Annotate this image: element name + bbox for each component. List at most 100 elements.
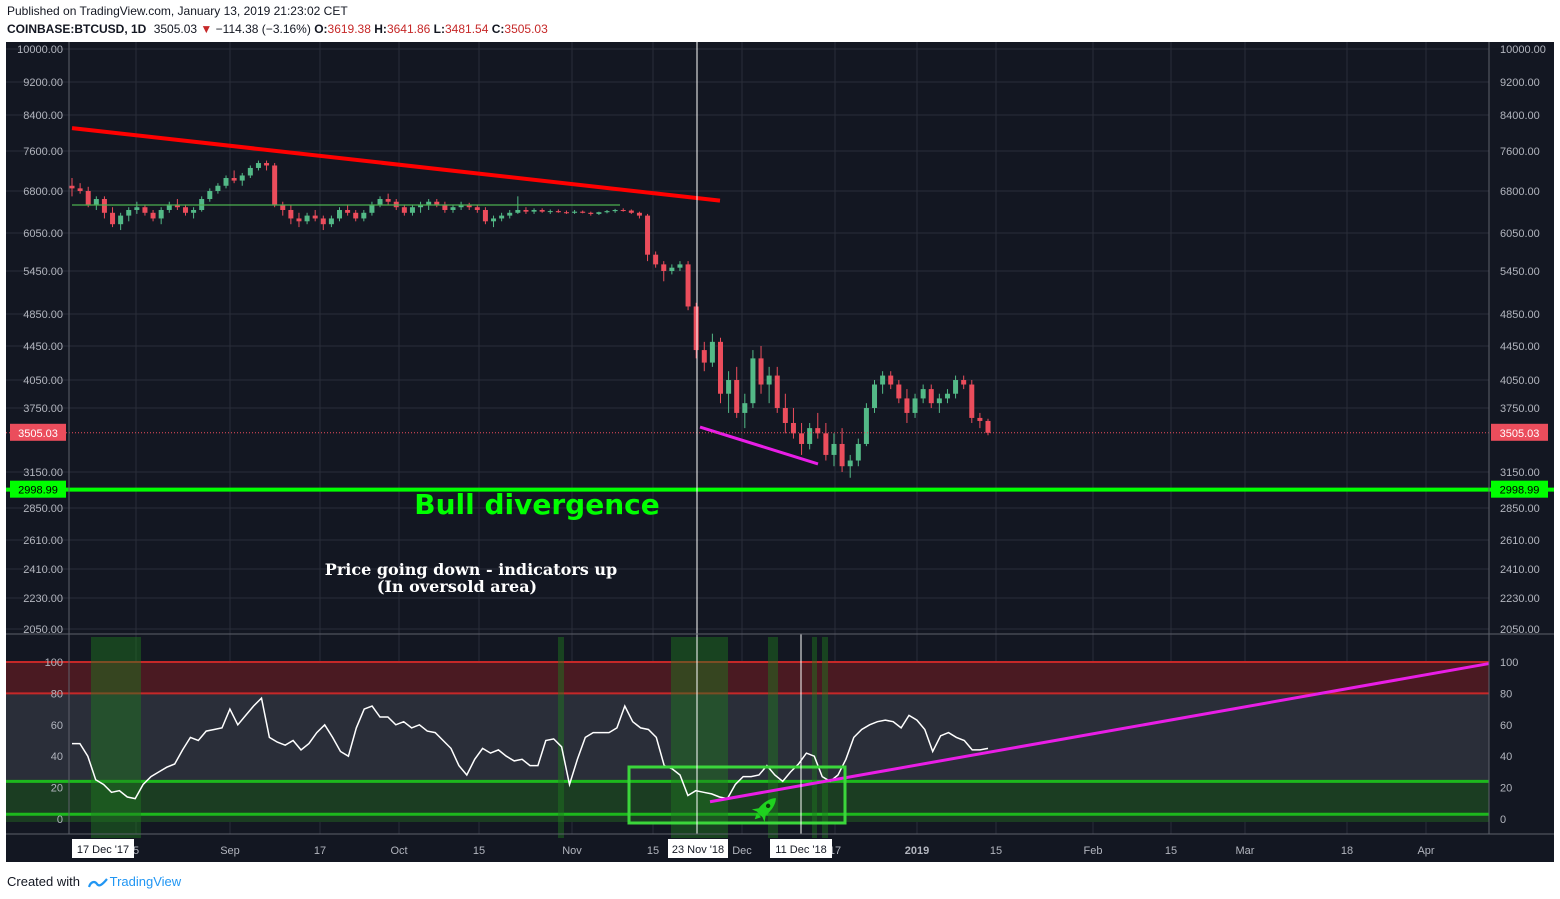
price-tick-right: 2230.00 xyxy=(1500,593,1540,605)
price-tick-left: 4050.00 xyxy=(23,375,63,387)
candle-body xyxy=(231,178,237,181)
candle-body xyxy=(539,209,545,212)
rsi-tick-left: 60 xyxy=(51,720,63,732)
time-tick: 15 xyxy=(647,845,659,857)
candle-body xyxy=(337,209,343,219)
date-tag: 17 Dec '17 xyxy=(77,844,129,856)
candle-body xyxy=(304,215,310,222)
candle-body xyxy=(474,207,480,210)
last-price-tag-left: 3505.03 xyxy=(18,428,58,440)
candle-body xyxy=(563,212,569,214)
candle-body xyxy=(215,185,221,191)
high-value: 3641.86 xyxy=(386,22,431,36)
candle-body xyxy=(807,428,813,444)
candle-body xyxy=(239,175,245,181)
candle-body xyxy=(320,218,326,225)
tradingview-link[interactable]: TradingView xyxy=(109,874,182,889)
tradingview-logo-icon xyxy=(87,877,108,887)
candle-body xyxy=(669,267,675,271)
candle-body xyxy=(507,212,513,216)
candle-body xyxy=(150,212,156,219)
support-tag-right: 2998.99 xyxy=(1500,485,1540,497)
candle-body xyxy=(491,218,497,222)
candle-body xyxy=(661,264,667,271)
time-tick: Feb xyxy=(1084,845,1103,857)
candle-body xyxy=(831,443,837,455)
time-tick: 2019 xyxy=(905,845,929,857)
note-line-1: Price going down - indicators up xyxy=(325,560,617,579)
close-label: C: xyxy=(491,22,505,36)
published-note: Published on TradingView.com, January 13… xyxy=(7,4,348,18)
axes: 10000.00 10000.00 9200.00 9200.00 8400.00 840… xyxy=(6,42,1554,858)
price-tick-left: 3150.00 xyxy=(23,467,63,479)
candle-body xyxy=(328,218,334,225)
candle-body xyxy=(134,207,140,210)
candle-body xyxy=(790,422,796,434)
candle-body xyxy=(191,209,197,213)
candle-body xyxy=(280,204,286,210)
candle-body xyxy=(515,209,521,213)
oversold-highlight xyxy=(671,637,728,838)
time-tick: Nov xyxy=(562,845,582,857)
candle-body xyxy=(531,209,537,212)
candle-body xyxy=(166,204,172,210)
rsi-tick-left: 100 xyxy=(45,657,63,669)
candle-body xyxy=(863,408,869,444)
candle-body xyxy=(93,199,99,205)
candle-body xyxy=(977,417,983,421)
open-label: O: xyxy=(314,22,328,36)
candle-body xyxy=(717,341,723,394)
rsi-background xyxy=(6,637,1489,838)
candle-body xyxy=(223,178,229,186)
candle-body xyxy=(158,209,164,219)
candle-body xyxy=(572,211,578,213)
price-tick-right: 4050.00 xyxy=(1500,375,1540,387)
candle-body xyxy=(69,185,75,189)
price-tick-left: 2050.00 xyxy=(23,624,63,636)
candle-body xyxy=(653,254,659,265)
time-tick: Mar xyxy=(1236,845,1255,857)
candle-body xyxy=(815,428,821,434)
candle-body xyxy=(904,398,910,413)
time-tick: Oct xyxy=(390,845,407,857)
price-tick-left: 8400.00 xyxy=(23,110,63,122)
candle-body xyxy=(466,204,472,208)
candle-body xyxy=(880,375,886,385)
rsi-tick-right: 80 xyxy=(1500,688,1512,700)
time-tick: 15 xyxy=(990,845,1002,857)
rsi-tick-left: 20 xyxy=(51,783,63,795)
downtrend-line xyxy=(71,126,721,203)
time-tick: Sep xyxy=(220,845,240,857)
price-tick-right: 2410.00 xyxy=(1500,564,1540,576)
candle-body xyxy=(361,212,367,219)
price-tick-right: 4850.00 xyxy=(1500,309,1540,321)
symbol-label[interactable]: COINBASE:BTCUSD, 1D xyxy=(7,22,147,36)
candle-body xyxy=(426,201,432,205)
time-tick: Dec xyxy=(732,845,752,857)
candle-body xyxy=(118,215,124,225)
oversold-highlight xyxy=(768,637,778,838)
price-tick-left: 2610.00 xyxy=(23,535,63,547)
rsi-tick-right: 100 xyxy=(1500,657,1518,669)
candle-body xyxy=(312,215,318,219)
price-tick-left: 6050.00 xyxy=(23,228,63,240)
candle-body xyxy=(482,209,488,222)
chart-canvas[interactable]: 10000.00 10000.00 9200.00 9200.00 8400.00 840… xyxy=(6,42,1554,862)
candle-body xyxy=(985,420,991,433)
rsi-panel xyxy=(72,696,989,800)
date-tag: 23 Nov '18 xyxy=(672,844,724,856)
bull-divergence-label: Bull divergence xyxy=(414,488,659,521)
close-value: 3505.03 xyxy=(504,22,548,36)
candle-body xyxy=(636,212,642,216)
candle-body xyxy=(101,199,107,213)
high-label: H: xyxy=(374,22,387,36)
oversold-zone xyxy=(6,781,1489,822)
candle-body xyxy=(450,207,456,210)
candle-body xyxy=(207,191,213,200)
price-tick-right: 10000.00 xyxy=(1500,44,1546,56)
candle-body xyxy=(734,380,740,413)
candle-body xyxy=(961,380,967,385)
price-tick-right: 7600.00 xyxy=(1500,146,1540,158)
price-tick-left: 9200.00 xyxy=(23,77,63,89)
candle-body xyxy=(799,433,805,444)
